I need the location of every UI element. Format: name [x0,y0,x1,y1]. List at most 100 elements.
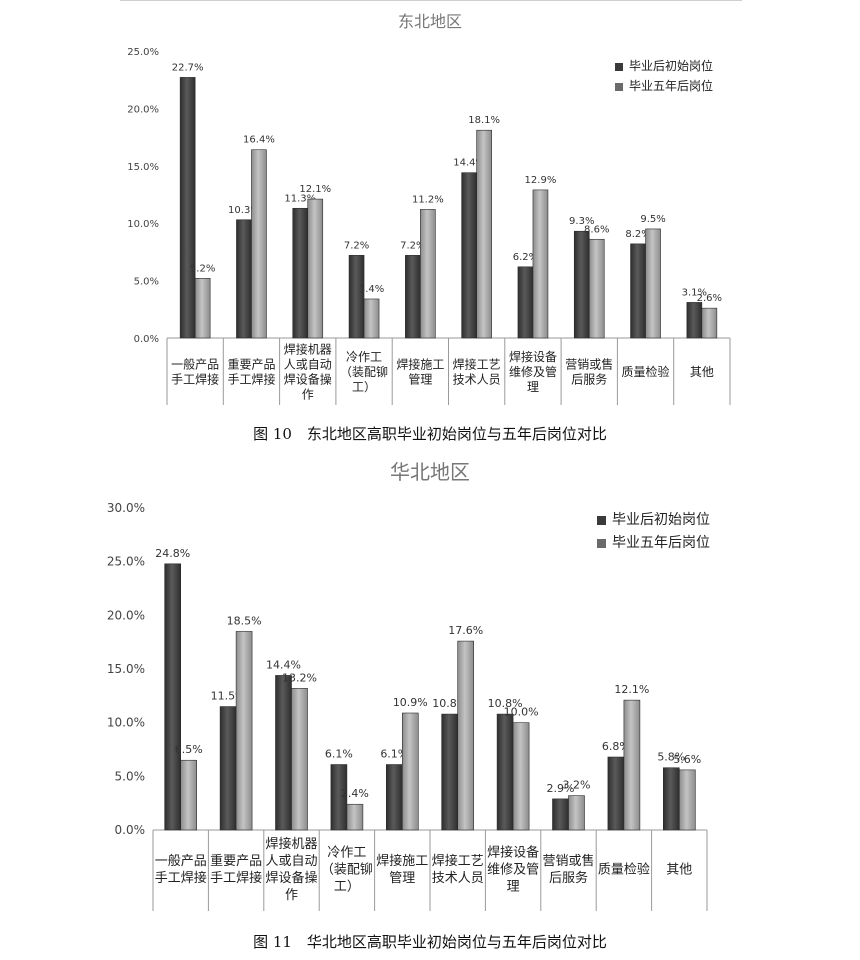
figure-10-caption: 图 10 东北地区高职毕业初始岗位与五年后岗位对比 [253,425,607,443]
category-label: 作 [302,388,314,402]
bar-five-year [457,640,475,831]
category-label: 焊接施工 [396,357,444,372]
bar-five-year [180,759,197,831]
bar-five-year [678,769,696,831]
y-tick-label: 25.0% [107,555,145,569]
category-label: 人或自动 [284,358,332,372]
category-label: 手工焊接 [227,372,275,387]
bar-value-label: 3.4% [359,284,384,295]
bar-value-label: 2.4% [341,787,369,800]
bar-value-label: 3.1% [682,287,707,298]
bar-value-label: 18.1% [468,115,500,126]
bar-initial [219,706,237,831]
bar-value-label: 8.6% [584,224,609,235]
bar-initial [573,230,590,339]
category-label: 维修及管 [487,863,539,878]
bar-value-label: 5.6% [673,753,701,766]
bar-initial [517,266,534,339]
bar-five-year [532,189,549,339]
category-label: 焊接工艺 [453,357,501,372]
bar-initial [275,675,292,831]
category-label: 手工焊接 [171,372,219,387]
bar-value-label: 22.7% [172,62,204,73]
category-label: 技术人员 [453,373,501,387]
bar-value-label: 5.8% [657,751,685,764]
bar-five-year [512,722,530,831]
bar-initial [686,302,703,339]
category-label: 技术人员 [432,871,484,886]
bar-initial [330,764,348,831]
bar-initial [164,563,181,831]
figure-11-caption: 图 11 华北地区高职毕业初始岗位与五年后岗位对比 [253,933,607,951]
bar-five-year [194,278,211,339]
bar-value-label: 10.0% [504,706,539,719]
bar-value-label: 9.3% [569,216,594,227]
bar-five-year [476,129,492,339]
bar-value-label: 11.3% [284,193,316,204]
bar-value-label: 6.8% [602,740,630,753]
bar-initial [236,219,252,339]
bar-five-year [235,631,253,831]
y-tick-label: 0.0% [115,823,146,837]
legend-swatch [597,516,606,525]
legend-swatch [615,83,623,91]
category-label: 焊接机器 [284,342,332,357]
legend-label: 毕业后初始岗位 [629,58,713,73]
bar-five-year [401,712,419,831]
y-tick-label: 25.0% [127,47,159,58]
bar-value-label: 7.2% [344,240,369,251]
category-label: 焊设备操 [265,870,317,886]
category-label: 冷作工 [346,350,382,364]
bar-value-label: 8.2% [625,229,650,240]
bar-value-label: 14.4% [266,658,301,671]
category-label: 手工焊接 [210,870,262,886]
category-label: 后服务 [549,870,588,886]
category-label: 营销或售 [565,357,613,372]
bar-initial [179,77,196,339]
y-tick-label: 20.0% [107,608,145,622]
bar-value-label: 7.2% [400,240,425,251]
bar-initial [496,713,514,831]
category-label: 焊接设备 [509,349,557,364]
bar-five-year [346,803,364,831]
bar-value-label: 16.4% [243,135,275,146]
bar-value-label: 11.2% [412,194,444,205]
category-label: 一般产品 [171,357,219,372]
bar-value-label: 24.8% [155,547,190,560]
legend-label: 毕业五年后岗位 [612,535,710,551]
bar-value-label: 17.6% [448,624,483,637]
bar-five-year [307,198,324,339]
bar-initial [630,243,646,339]
bar-five-year [291,688,308,831]
category-label: （装配铆 [321,863,373,878]
y-tick-label: 10.0% [107,716,145,730]
y-tick-label: 15.0% [107,662,145,676]
category-label: 营销或售 [542,853,594,869]
category-label: 重要产品 [227,358,275,372]
bar-initial [385,764,403,831]
category-label: 冷作工 [327,846,366,861]
bar-five-year [568,795,585,831]
bar-five-year [645,228,661,339]
northeast-bar-chart: 东北地区 0.0% 5.0% 10.0% 15.0% 20.0% 25.0% 22.7% 10.… [127,12,731,405]
bar-initial [292,207,309,339]
bar-value-label: 10.3% [228,205,260,216]
legend-label: 毕业后初始岗位 [612,511,710,528]
category-label: （装配铆 [340,364,388,379]
bar-value-label: 14.4% [453,158,485,169]
category-label: 作 [285,888,298,903]
bar-value-label: 2.9% [547,782,575,795]
bar-five-year [251,149,267,339]
y-tick-label: 30.0% [107,501,145,515]
category-label: 理 [507,880,520,895]
bar-initial [441,713,459,831]
category-label: 重要产品 [210,853,262,869]
legend-swatch [597,539,606,548]
chart-title: 华北地区 [390,460,470,484]
category-label: 工） [334,880,360,895]
bar-initial [662,767,680,831]
bar-value-label: 5.2% [190,263,215,274]
bar-value-label: 6.1% [380,748,408,761]
y-tick-label: 15.0% [127,162,159,173]
bar-five-year [623,699,641,831]
